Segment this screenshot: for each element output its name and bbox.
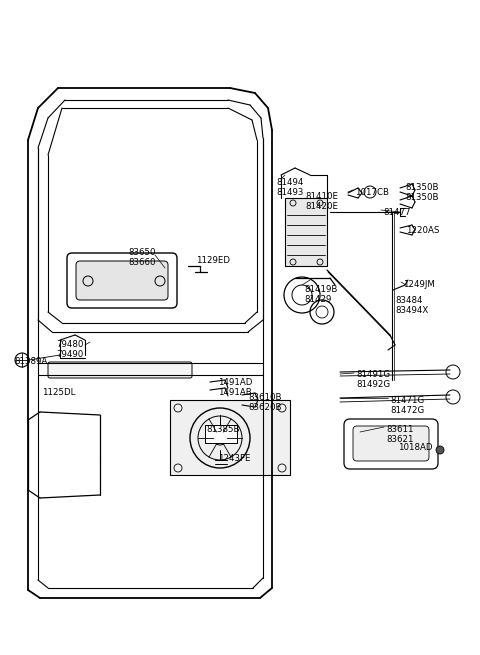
Text: 79480
79490: 79480 79490 [56, 340, 84, 360]
Text: 1125DL: 1125DL [42, 388, 75, 397]
Text: 81471G
81472G: 81471G 81472G [390, 396, 424, 415]
Text: 1018AD: 1018AD [398, 443, 432, 452]
Text: 83650
83660: 83650 83660 [128, 248, 156, 267]
Text: 81419B
81429: 81419B 81429 [304, 285, 337, 305]
Text: 81494
81493: 81494 81493 [276, 178, 303, 197]
Bar [170, 400, 290, 475]
Text: 81491G
81492G: 81491G 81492G [356, 370, 390, 390]
Text: 81477: 81477 [383, 208, 410, 217]
Text: 1249JM: 1249JM [403, 280, 435, 289]
Text: 1129ED: 1129ED [196, 256, 230, 265]
Text: 83484
83494X: 83484 83494X [395, 296, 428, 316]
Bar [205, 425, 237, 443]
Bar [285, 198, 327, 266]
Text: 1491AD
1491AB: 1491AD 1491AB [218, 378, 252, 398]
Text: 81389A: 81389A [14, 357, 47, 366]
FancyBboxPatch shape [76, 261, 168, 300]
Text: 81385B: 81385B [206, 425, 240, 434]
FancyBboxPatch shape [344, 419, 438, 469]
FancyBboxPatch shape [353, 426, 429, 461]
Text: 81410E
81420E: 81410E 81420E [305, 192, 338, 212]
Text: 1017CB: 1017CB [355, 188, 389, 197]
Text: 81350B
81350B: 81350B 81350B [405, 183, 439, 202]
FancyBboxPatch shape [67, 253, 177, 308]
Text: 1243FE: 1243FE [218, 454, 251, 463]
Text: 1220AS: 1220AS [406, 226, 439, 235]
FancyBboxPatch shape [48, 362, 192, 378]
Text: 83610B
83620B: 83610B 83620B [248, 393, 281, 413]
Text: 83611
83621: 83611 83621 [386, 425, 413, 444]
Circle shape [436, 446, 444, 454]
